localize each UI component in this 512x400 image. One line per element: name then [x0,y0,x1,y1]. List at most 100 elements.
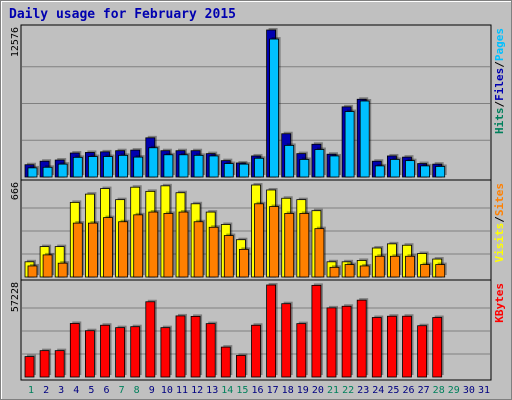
day-label: 10 [161,385,173,396]
bar-sites-day-9 [148,211,159,278]
bar-sites-day-17 [269,206,280,278]
legend-entry: Pages [493,28,506,61]
day-label: 17 [267,385,279,396]
bar-kbytes-day-15 [235,355,246,378]
day-label: 21 [327,385,339,396]
day-label: 31 [478,385,490,396]
bar-sites-day-10 [163,213,174,278]
day-label: 1 [28,385,34,396]
day-label: 12 [191,385,203,396]
legend-entry: / [493,101,506,108]
bar-kbytes-day-20 [311,284,322,378]
bar-pages-day-4 [72,156,83,178]
bar-kbytes-day-23 [356,299,367,378]
day-label: 2 [43,385,49,396]
legend: Hits/Files/Pages [493,28,506,134]
bar-pages-day-15 [238,163,249,178]
legend-entry: Sites [493,183,506,216]
day-label: 16 [251,385,263,396]
bar-sites-day-13 [208,226,219,278]
panel-top-background [20,24,492,181]
bar-kbytes-day-13 [205,323,216,378]
bar-pages-day-3 [57,163,68,178]
bar-pages-day-10 [163,154,174,178]
bar-sites-day-15 [238,248,249,278]
day-label: 9 [149,385,155,396]
bar-pages-day-14 [223,163,234,178]
bar-pages-day-26 [405,160,415,178]
day-label: 28 [433,385,445,396]
day-label: 13 [206,385,218,396]
bar-sites-day-4 [72,222,83,278]
bar-kbytes-day-22 [341,305,352,378]
bar-sites-day-2 [42,254,53,278]
day-label: 15 [236,385,248,396]
bar-sites-day-5 [88,222,98,278]
bar-kbytes-day-7 [115,327,125,378]
bar-kbytes-day-25 [386,315,397,378]
day-label: 6 [103,385,109,396]
y-max-label: 12576 [10,27,21,57]
bar-sites-day-14 [223,235,234,278]
bar-kbytes-day-27 [417,325,428,378]
bar-kbytes-day-9 [145,301,156,378]
day-label: 27 [418,385,430,396]
bar-pages-day-19 [299,159,310,178]
legend: KBytes [493,283,506,323]
y-max-label: 666 [10,182,21,200]
bar-sites-day-11 [178,211,189,278]
bar-pages-day-1 [27,167,38,178]
day-label: 14 [221,385,233,396]
bar-pages-day-27 [420,165,431,178]
bar-sites-day-8 [133,214,144,278]
bar-kbytes-day-3 [54,350,65,378]
bar-sites-day-20 [314,228,325,278]
bar-pages-day-16 [254,157,264,178]
day-label: 11 [176,385,188,396]
day-label: 25 [387,385,399,396]
bar-kbytes-day-17 [266,284,277,378]
bar-sites-day-3 [57,262,68,278]
bar-sites-day-28 [435,264,446,278]
legend-entry: KBytes [493,283,506,323]
legend: Visits/Sites [493,183,506,263]
bar-pages-day-11 [178,154,189,178]
bar-kbytes-day-16 [251,324,261,378]
bar-sites-day-26 [405,255,415,278]
bar-kbytes-day-5 [85,330,95,378]
bar-kbytes-day-6 [100,324,110,378]
day-label: 3 [58,385,64,396]
day-label: 22 [342,385,354,396]
bar-kbytes-day-1 [24,356,35,378]
bar-pages-day-21 [329,155,340,178]
bar-sites-day-16 [254,203,264,278]
bar-pages-day-9 [148,147,159,178]
bar-pages-day-2 [42,166,53,178]
bar-pages-day-7 [118,154,128,178]
day-label: 7 [119,385,125,396]
bar-kbytes-day-24 [371,317,382,378]
chart-title: Daily usage for February 2015 [9,7,236,22]
day-label: 20 [312,385,324,396]
bar-sites-day-23 [359,265,370,278]
bar-pages-day-5 [88,156,98,178]
bar-kbytes-day-28 [432,317,443,378]
legend-entry: / [493,61,506,68]
day-label: 4 [73,385,79,396]
day-label: 26 [402,385,414,396]
bar-kbytes-day-12 [190,315,201,378]
bar-pages-day-22 [344,111,355,178]
bar-kbytes-day-19 [296,323,307,378]
bar-sites-day-1 [27,265,38,278]
bar-pages-day-23 [359,100,370,178]
bar-kbytes-day-18 [281,303,292,378]
bar-kbytes-day-21 [326,307,337,378]
bar-pages-day-12 [193,154,204,178]
bar-pages-day-20 [314,149,325,178]
day-label: 30 [463,385,475,396]
bar-sites-day-6 [103,217,113,278]
bar-sites-day-7 [118,221,128,278]
day-label: 29 [448,385,460,396]
legend-entry: Hits [493,108,506,135]
bar-pages-day-6 [103,156,113,178]
